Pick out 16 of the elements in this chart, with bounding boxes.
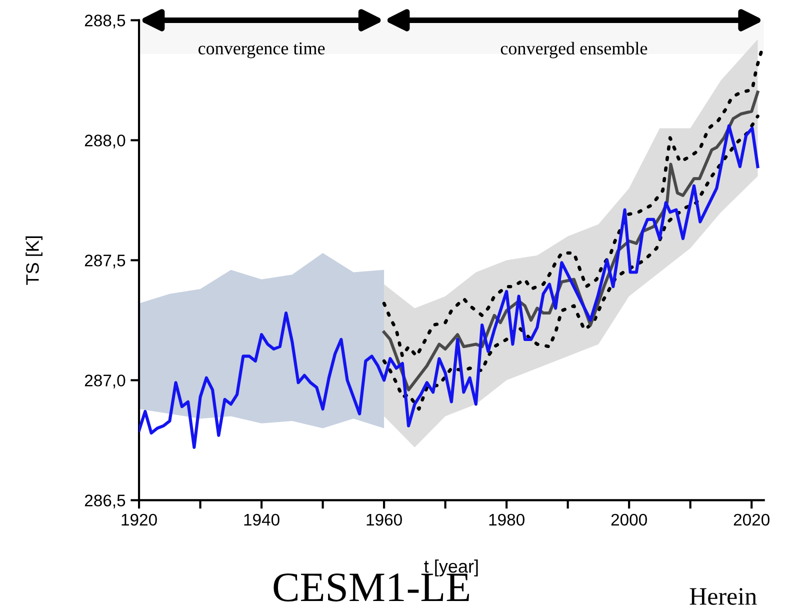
y-tick-label: 288,5 [84, 14, 126, 28]
x-tick-label: 1940 [244, 514, 280, 526]
x-tick-label: 2020 [734, 514, 770, 526]
y-axis-title: TS [K] [26, 236, 42, 285]
y-tick-label: 286,5 [84, 494, 126, 508]
band-label: convergence time [198, 42, 325, 58]
x-tick-label: 2000 [611, 514, 647, 526]
y-tick-label: 288,0 [84, 134, 126, 148]
x-tick-label: 1960 [366, 514, 402, 526]
line-series [139, 124, 760, 449]
band-label: converged ensemble [500, 42, 648, 58]
x-tick-label: 1980 [489, 514, 524, 526]
y-tick-label: 287,5 [84, 254, 126, 268]
text: Herein [690, 588, 757, 605]
y-tick-label: 287,0 [84, 374, 126, 388]
x-tick-label: 1920 [122, 514, 157, 526]
